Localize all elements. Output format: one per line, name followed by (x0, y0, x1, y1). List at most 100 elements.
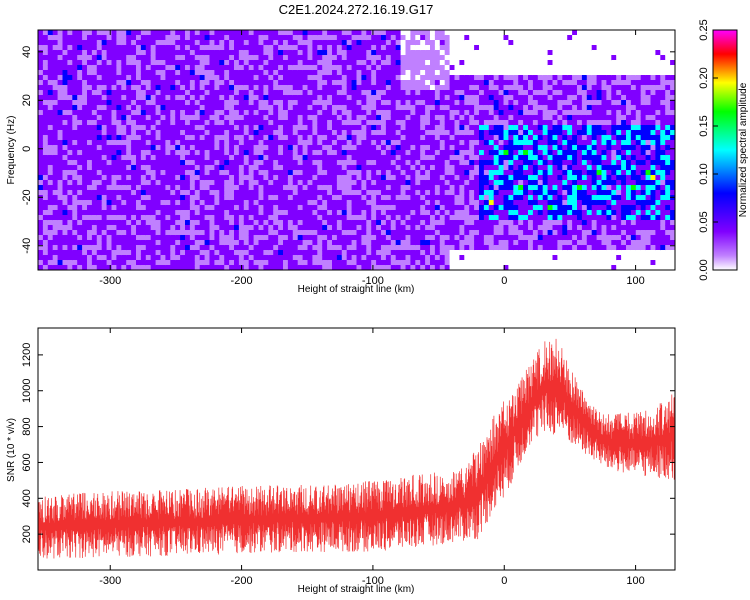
heatmap-cell (434, 110, 441, 116)
heatmap-cell (528, 75, 534, 81)
heatmap-cell (170, 190, 176, 196)
heatmap-cell (62, 180, 68, 186)
heatmap-cell (336, 90, 343, 96)
heatmap-cell (425, 70, 431, 76)
heatmap-cell (209, 260, 215, 266)
heatmap-cell (248, 65, 255, 71)
heatmap-cell (82, 255, 88, 261)
heatmap-cell (341, 155, 348, 161)
heatmap-cell (82, 175, 88, 181)
heatmap-cell (449, 155, 456, 161)
heatmap-cell (189, 125, 196, 131)
heatmap-cell (121, 85, 127, 91)
heatmap-cell (96, 170, 103, 176)
heatmap-cell (410, 70, 416, 76)
heatmap-cell (185, 130, 191, 136)
heatmap-cell (234, 45, 240, 51)
heatmap-cell (395, 170, 402, 176)
heatmap-cell (106, 120, 113, 126)
heatmap-cell (307, 125, 313, 131)
heatmap-cell (498, 65, 505, 71)
heatmap-cell (341, 30, 348, 36)
heatmap-cell (268, 185, 274, 191)
heatmap-cell (312, 135, 318, 141)
heatmap-cell (199, 30, 206, 36)
heatmap-cell (229, 100, 235, 106)
heatmap-cell (238, 165, 245, 171)
heatmap-cell (528, 220, 534, 226)
heatmap-cell (185, 105, 191, 111)
heatmap-cell (434, 265, 441, 270)
heatmap-cell (518, 145, 524, 151)
heatmap-cell (136, 215, 142, 221)
heatmap-cell (283, 150, 289, 156)
heatmap-cell (459, 125, 465, 131)
heatmap-cell (469, 75, 475, 81)
heatmap-cell (67, 115, 73, 121)
heatmap-cell (302, 145, 309, 151)
heatmap-cell (224, 45, 230, 51)
heatmap-cell (273, 230, 279, 236)
heatmap-cell (479, 245, 485, 251)
heatmap-cell (381, 125, 387, 131)
heatmap-cell (278, 175, 284, 181)
heatmap-cell (302, 130, 309, 136)
heatmap-cell (346, 105, 353, 111)
heatmap-cell (493, 70, 500, 76)
heatmap-cell (430, 55, 436, 61)
heatmap-cell (341, 225, 348, 231)
heatmap-cell (42, 170, 49, 176)
heatmap-cell (42, 250, 49, 256)
heatmap-cell (356, 135, 362, 141)
heatmap-cell (371, 255, 377, 261)
heatmap-cell (498, 185, 505, 191)
heatmap-cell (532, 115, 539, 121)
heatmap-cell (523, 260, 529, 266)
heatmap-cell (292, 70, 299, 76)
heatmap-cell (469, 80, 475, 86)
heatmap-cell (219, 50, 225, 56)
heatmap-cell (385, 70, 392, 76)
heatmap-cell (175, 170, 181, 176)
heatmap-cell (52, 205, 59, 211)
heatmap-cell (444, 115, 451, 121)
heatmap-cell (160, 30, 166, 36)
heatmap-cell (503, 265, 509, 270)
heatmap-cell (77, 150, 83, 156)
heatmap-cell (390, 110, 397, 116)
heatmap-cell (209, 255, 215, 261)
heatmap-cell (488, 225, 495, 231)
heatmap-cell (366, 70, 372, 76)
heatmap-cell (258, 195, 264, 201)
heatmap-cell (474, 90, 480, 96)
heatmap-cell (434, 35, 441, 41)
heatmap-cell (273, 70, 279, 76)
heatmap-cell (67, 215, 73, 221)
heatmap-cell (273, 160, 279, 166)
heatmap-cell (332, 180, 338, 186)
heatmap-cell (518, 125, 524, 131)
heatmap-cell (91, 175, 98, 181)
heatmap-cell (116, 250, 122, 256)
heatmap-cell (503, 45, 509, 51)
heatmap-cell (542, 185, 549, 191)
heatmap-cell (292, 255, 299, 261)
heatmap-cell (82, 195, 88, 201)
heatmap-cell (47, 35, 54, 41)
heatmap-cell (307, 110, 313, 116)
heatmap-cell (434, 55, 441, 61)
heatmap-cell (126, 105, 132, 111)
heatmap-cell (292, 235, 299, 241)
heatmap-cell (528, 60, 534, 66)
heatmap-cell (420, 225, 426, 231)
heatmap-cell (479, 165, 485, 171)
heatmap-cell (229, 65, 235, 71)
heatmap-cell (317, 250, 323, 256)
heatmap-cell (464, 95, 470, 101)
heatmap-cell (229, 45, 235, 51)
heatmap-cell (96, 190, 103, 196)
heatmap-cell (439, 100, 446, 106)
heatmap-cell (283, 220, 289, 226)
heatmap-cell (160, 200, 166, 206)
heatmap-cell (459, 230, 465, 236)
